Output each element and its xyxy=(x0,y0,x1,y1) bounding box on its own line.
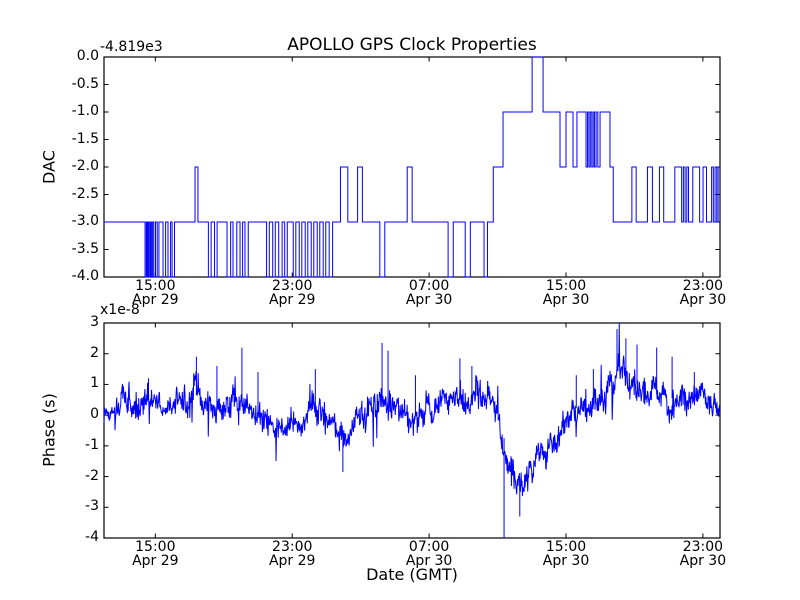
phase-y-tick-label: -3 xyxy=(85,498,99,515)
x-tick-label: 15:00 Apr 30 xyxy=(542,539,590,569)
phase-line xyxy=(103,323,721,497)
dac-y-tick-label: -2.0 xyxy=(71,158,99,174)
phase-axis-scale-text: x1e-8 xyxy=(100,302,140,318)
dac-axis-offset-text: -4.819e3 xyxy=(100,39,163,55)
phase-y-tick-label: -2 xyxy=(85,467,99,484)
x-tick-label: 15:00 Apr 30 xyxy=(542,278,590,308)
dac-y-tick-label: -0.5 xyxy=(71,75,99,92)
dac-line xyxy=(104,56,720,278)
dac-y-tick-label: -2.5 xyxy=(71,185,99,202)
phase-y-tick-label: -4 xyxy=(85,529,99,545)
x-tick-label: 07:00 Apr 30 xyxy=(405,278,453,308)
phase-y-tick-label: 1 xyxy=(90,375,99,392)
x-axis-label: Date (GMT) xyxy=(366,565,458,584)
x-tick-label: 23:00 Apr 29 xyxy=(268,539,316,569)
chart-title: APOLLO GPS Clock Properties xyxy=(287,35,537,55)
x-tick-label: 15:00 Apr 29 xyxy=(132,539,179,569)
dac-y-tick-label: -1.0 xyxy=(71,103,99,119)
phase-y-tick-label: 2 xyxy=(90,344,99,361)
x-tick-label: 07:00 Apr 30 xyxy=(405,539,453,569)
dac-y-tick-label: -3.0 xyxy=(71,213,99,229)
x-tick-label: 23:00 Apr 30 xyxy=(679,278,727,308)
x-tick-label: 23:00 Apr 30 xyxy=(679,539,727,569)
x-tick-label: 23:00 Apr 29 xyxy=(268,278,316,308)
phase-y-tick-label: 3 xyxy=(90,314,99,330)
dac-y-tick-label: -4.0 xyxy=(71,268,99,284)
axes-frame xyxy=(103,322,721,539)
phase-y-tick-label: 0 xyxy=(90,406,99,423)
dac-y-tick-label: 0.0 xyxy=(76,48,99,64)
x-tick-label: 15:00 Apr 29 xyxy=(132,278,179,308)
phase-y-tick-label: -1 xyxy=(85,436,99,453)
dac-y-tick-label: -3.5 xyxy=(71,240,99,257)
phase-y-axis-label: Phase (s) xyxy=(39,393,59,467)
dac-y-tick-label: -1.5 xyxy=(71,130,99,147)
